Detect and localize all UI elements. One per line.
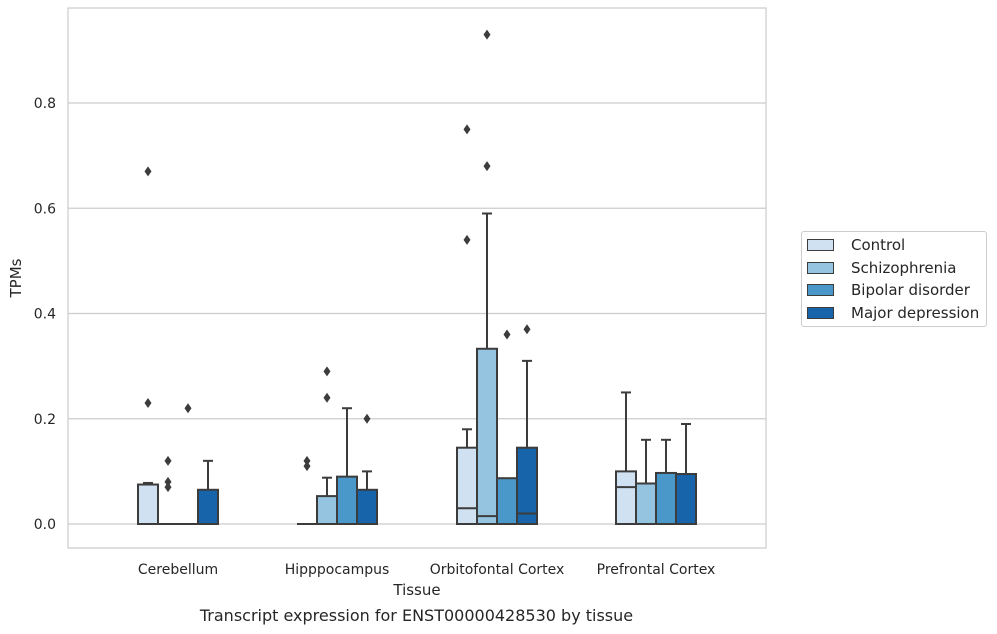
legend: Control Schizophrenia Bipolar disorder M… [801,231,987,327]
y-tick-label: 0.4 [34,307,56,323]
box-control [297,455,317,525]
box-control [137,166,159,525]
legend-swatch-schizophrenia [807,262,834,274]
box-body [197,488,219,526]
outlier-point [303,455,311,466]
box-bipolar-disorder [496,329,518,525]
box-schizophrenia [635,438,657,526]
y-tick-label: 0.6 [34,201,56,217]
outlier-point [463,124,471,135]
legend-label-major-depression: Major depression [851,304,980,322]
x-axis-ticks: Cerebellum Hipppocampus Orbitofontal Corte… [138,562,715,578]
box-body [496,477,518,525]
outlier-point [144,166,152,177]
outlier-point [483,161,491,172]
box-body [356,488,378,526]
box-body [456,446,478,526]
outlier-point [144,397,152,408]
box-body [476,347,498,526]
box-major-depression [516,324,538,526]
box-schizophrenia [476,29,498,526]
box-major-depression [356,413,378,526]
x-axis-title: Tissue [392,581,440,599]
box-major-depression [197,459,219,526]
legend-label-schizophrenia: Schizophrenia [851,259,957,277]
outlier-point [323,366,331,377]
y-axis-title: TPMs [7,258,25,298]
gridlines [68,102,766,525]
box-major-depression [675,423,697,526]
box-schizophrenia [316,366,338,526]
box-bipolar-disorder [655,438,677,525]
outlier-point [164,482,172,493]
outlier-point [184,403,192,414]
box-control [615,391,637,525]
box-control [456,124,478,526]
box-body [615,470,637,525]
legend-swatch-bipolar-disorder [807,284,834,296]
legend-item-major-depression: Major depression [807,303,979,323]
legend-swatch-major-depression [807,307,834,319]
y-tick-label: 0.0 [34,517,56,533]
legend-item-control: Control [807,235,905,255]
y-axis-ticks: 0.0 0.2 0.4 0.6 0.8 [34,96,56,533]
legend-label-control: Control [851,236,906,254]
box-body [316,495,338,526]
plot-frame [67,7,767,549]
outlier-point [483,29,491,40]
y-tick-label: 0.8 [34,96,56,112]
box-body [655,471,677,525]
x-tick-label: Cerebellum [138,562,218,578]
x-tick-label: Hipppocampus [285,562,390,578]
outlier-point [303,461,311,472]
box-bipolar-disorder [336,407,358,526]
outlier-point [523,324,531,335]
x-tick-label: Prefrontal Cortex [597,562,716,578]
box-body [137,483,159,525]
y-tick-label: 0.2 [34,412,56,428]
box-schizophrenia [158,455,178,525]
legend-swatch-control [807,239,834,251]
box-body [516,446,538,526]
box-series [137,29,697,526]
box-body [635,482,657,526]
outlier-point [164,455,172,466]
box-body [336,475,358,526]
outlier-point [323,392,331,403]
outlier-point [503,329,511,340]
outlier-point [164,476,172,487]
legend-label-bipolar-disorder: Bipolar disorder [851,281,970,299]
box-body [675,473,697,526]
outlier-point [363,413,371,424]
x-tick-label: Orbitofontal Cortex [430,562,565,578]
box-bipolar-disorder [178,403,198,525]
legend-item-bipolar-disorder: Bipolar disorder [807,280,970,300]
figure-caption: Transcript expression for ENST0000042853… [199,606,634,625]
legend-item-schizophrenia: Schizophrenia [807,258,956,278]
outlier-point [463,234,471,245]
